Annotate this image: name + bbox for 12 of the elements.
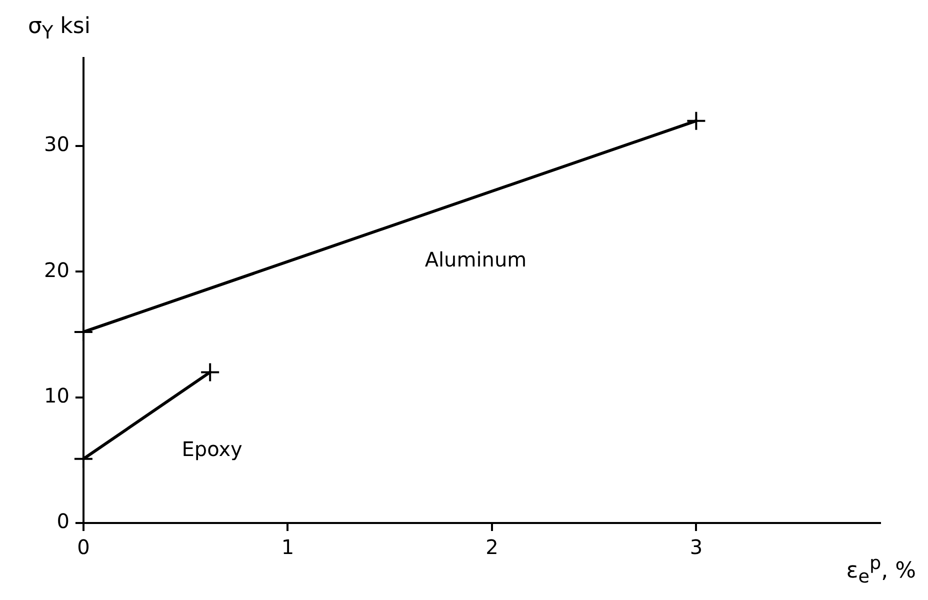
y-axis-title: σ$_{Y}$ ksi: [28, 14, 90, 44]
y-tick-label: 10: [44, 384, 70, 408]
y-tick-label: 0: [56, 509, 70, 534]
x-tick-label: 2: [486, 535, 498, 560]
series-label: Epoxy: [182, 436, 243, 461]
x-tick-label: 1: [281, 535, 294, 560]
y-tick-label: 30: [44, 132, 70, 156]
x-axis-title: ε$_{e}$$^{p}$, %: [846, 553, 916, 588]
x-tick-label: 3: [690, 535, 703, 560]
y-tick-label: 20: [44, 258, 70, 282]
x-tick-label: 0: [77, 535, 90, 560]
series-label: Aluminum: [424, 248, 527, 272]
